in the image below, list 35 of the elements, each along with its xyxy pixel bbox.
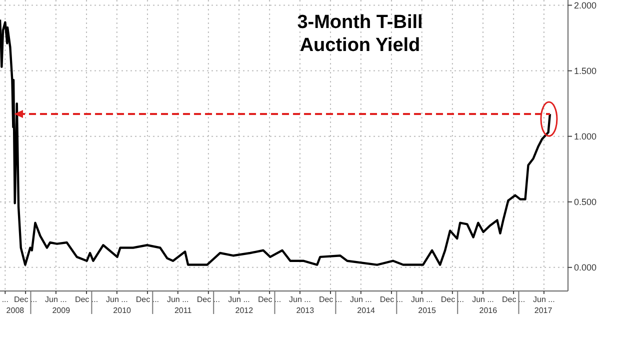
x-tick-label: Jun ... [289, 295, 311, 304]
x-tick-label: Dec ... [318, 295, 342, 304]
x2-tick-label: 2011 [174, 306, 192, 315]
x2-tick-label: 2016 [479, 306, 498, 315]
x-tick-label: Jun ... [45, 295, 67, 304]
y-tick-label: 1.500 [574, 66, 597, 76]
y-tick-label: 1.000 [574, 131, 597, 142]
x2-tick-label: 2017 [534, 306, 553, 315]
x-tick-label: Dec ... [74, 295, 98, 304]
x-tick-label: Jun ... [106, 295, 128, 304]
x-tick-label: Jun ... [228, 295, 250, 304]
x2-tick-label: 2010 [113, 306, 132, 315]
x2-tick-label: 2014 [357, 306, 376, 315]
y-tick-label: 2.000 [574, 0, 597, 10]
x2-tick-label: 2015 [418, 306, 436, 315]
y-tick-label: 0.000 [574, 262, 597, 273]
x-tick-label: Dec ... [258, 295, 282, 304]
text: 3-Month T-Bill Auction Yield [297, 12, 423, 56]
x-tick-label: Dec ... [14, 295, 38, 304]
x2-tick-label: 2013 [296, 306, 315, 315]
x-tick-label: Dec ... [136, 295, 160, 304]
x-tick-label: Dec ... [196, 295, 220, 304]
x2-tick-label: 2012 [235, 306, 254, 315]
x-tick-label: Dec ... [380, 295, 404, 304]
y-tick-label: 0.500 [574, 197, 597, 208]
x-tick-label: Dec ... [502, 295, 526, 304]
x-tick-label: Dec ... [440, 295, 464, 304]
x-tick-label: Jun ... [166, 295, 189, 304]
x2-tick-label: 2008 [6, 306, 25, 315]
x-tick-label: Jun ... [410, 295, 433, 304]
x2-tick-label: 2009 [52, 306, 71, 315]
x-tick-label: ... [2, 295, 9, 304]
x-tick-label: Jun ... [472, 295, 494, 304]
x-tick-label: Jun ... [350, 295, 372, 304]
x-tick-label: Jun ... [533, 295, 555, 304]
